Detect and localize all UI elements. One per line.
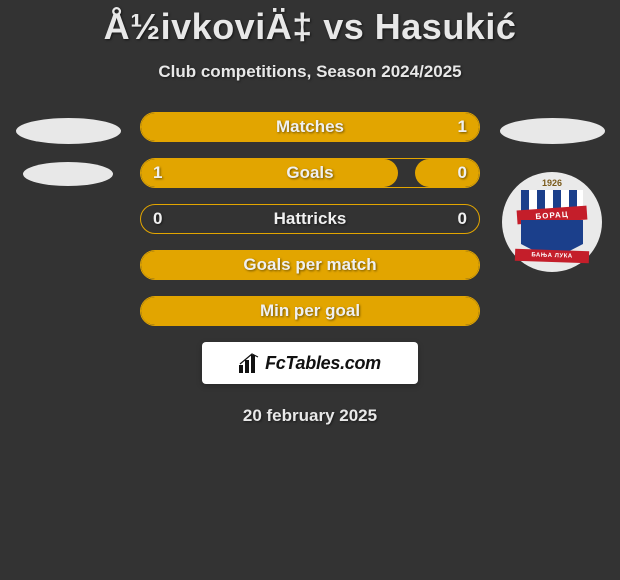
stat-row: Matches1: [140, 112, 480, 142]
stat-row: Min per goal: [140, 296, 480, 326]
crest-banner-bottom: БАЊА ЛУКА: [515, 249, 589, 264]
stat-value-left: 0: [153, 205, 162, 233]
stat-value-right: 1: [458, 113, 467, 141]
right-ellipse-1: [500, 118, 605, 144]
stat-row: Hattricks0 0: [140, 204, 480, 234]
stat-value-right: 0: [458, 159, 467, 187]
right-club-crest: 1926 БОРАЦ БАЊА ЛУКА: [502, 172, 602, 272]
left-ellipse-1: [16, 118, 121, 144]
stat-row: Goals per match: [140, 250, 480, 280]
stat-label: Min per goal: [141, 297, 479, 325]
stat-label: Matches: [141, 113, 479, 141]
stat-label: Goals: [141, 159, 479, 187]
crest-shield: БОРАЦ БАЊА ЛУКА: [521, 190, 583, 260]
page-subtitle: Club competitions, Season 2024/2025: [0, 62, 620, 82]
stats-container: Matches1Goals10Hattricks00Goals per matc…: [140, 112, 480, 326]
crest-year: 1926: [542, 178, 562, 188]
stat-label: Hattricks: [141, 205, 479, 233]
left-player-area: [8, 118, 128, 204]
bar-chart-icon: [239, 353, 261, 373]
stat-value-right: 0: [458, 205, 467, 233]
stat-value-left: 1: [153, 159, 162, 187]
left-ellipse-2: [23, 162, 113, 186]
stat-row: Goals1 0: [140, 158, 480, 188]
brand-box: FcTables.com: [202, 342, 418, 384]
page-title: Å½ivkoviÄ‡ vs Hasukić: [0, 0, 620, 48]
footer-date: 20 february 2025: [0, 406, 620, 426]
brand-text: FcTables.com: [265, 353, 381, 374]
stat-label: Goals per match: [141, 251, 479, 279]
right-player-area: 1926 БОРАЦ БАЊА ЛУКА: [492, 118, 612, 272]
